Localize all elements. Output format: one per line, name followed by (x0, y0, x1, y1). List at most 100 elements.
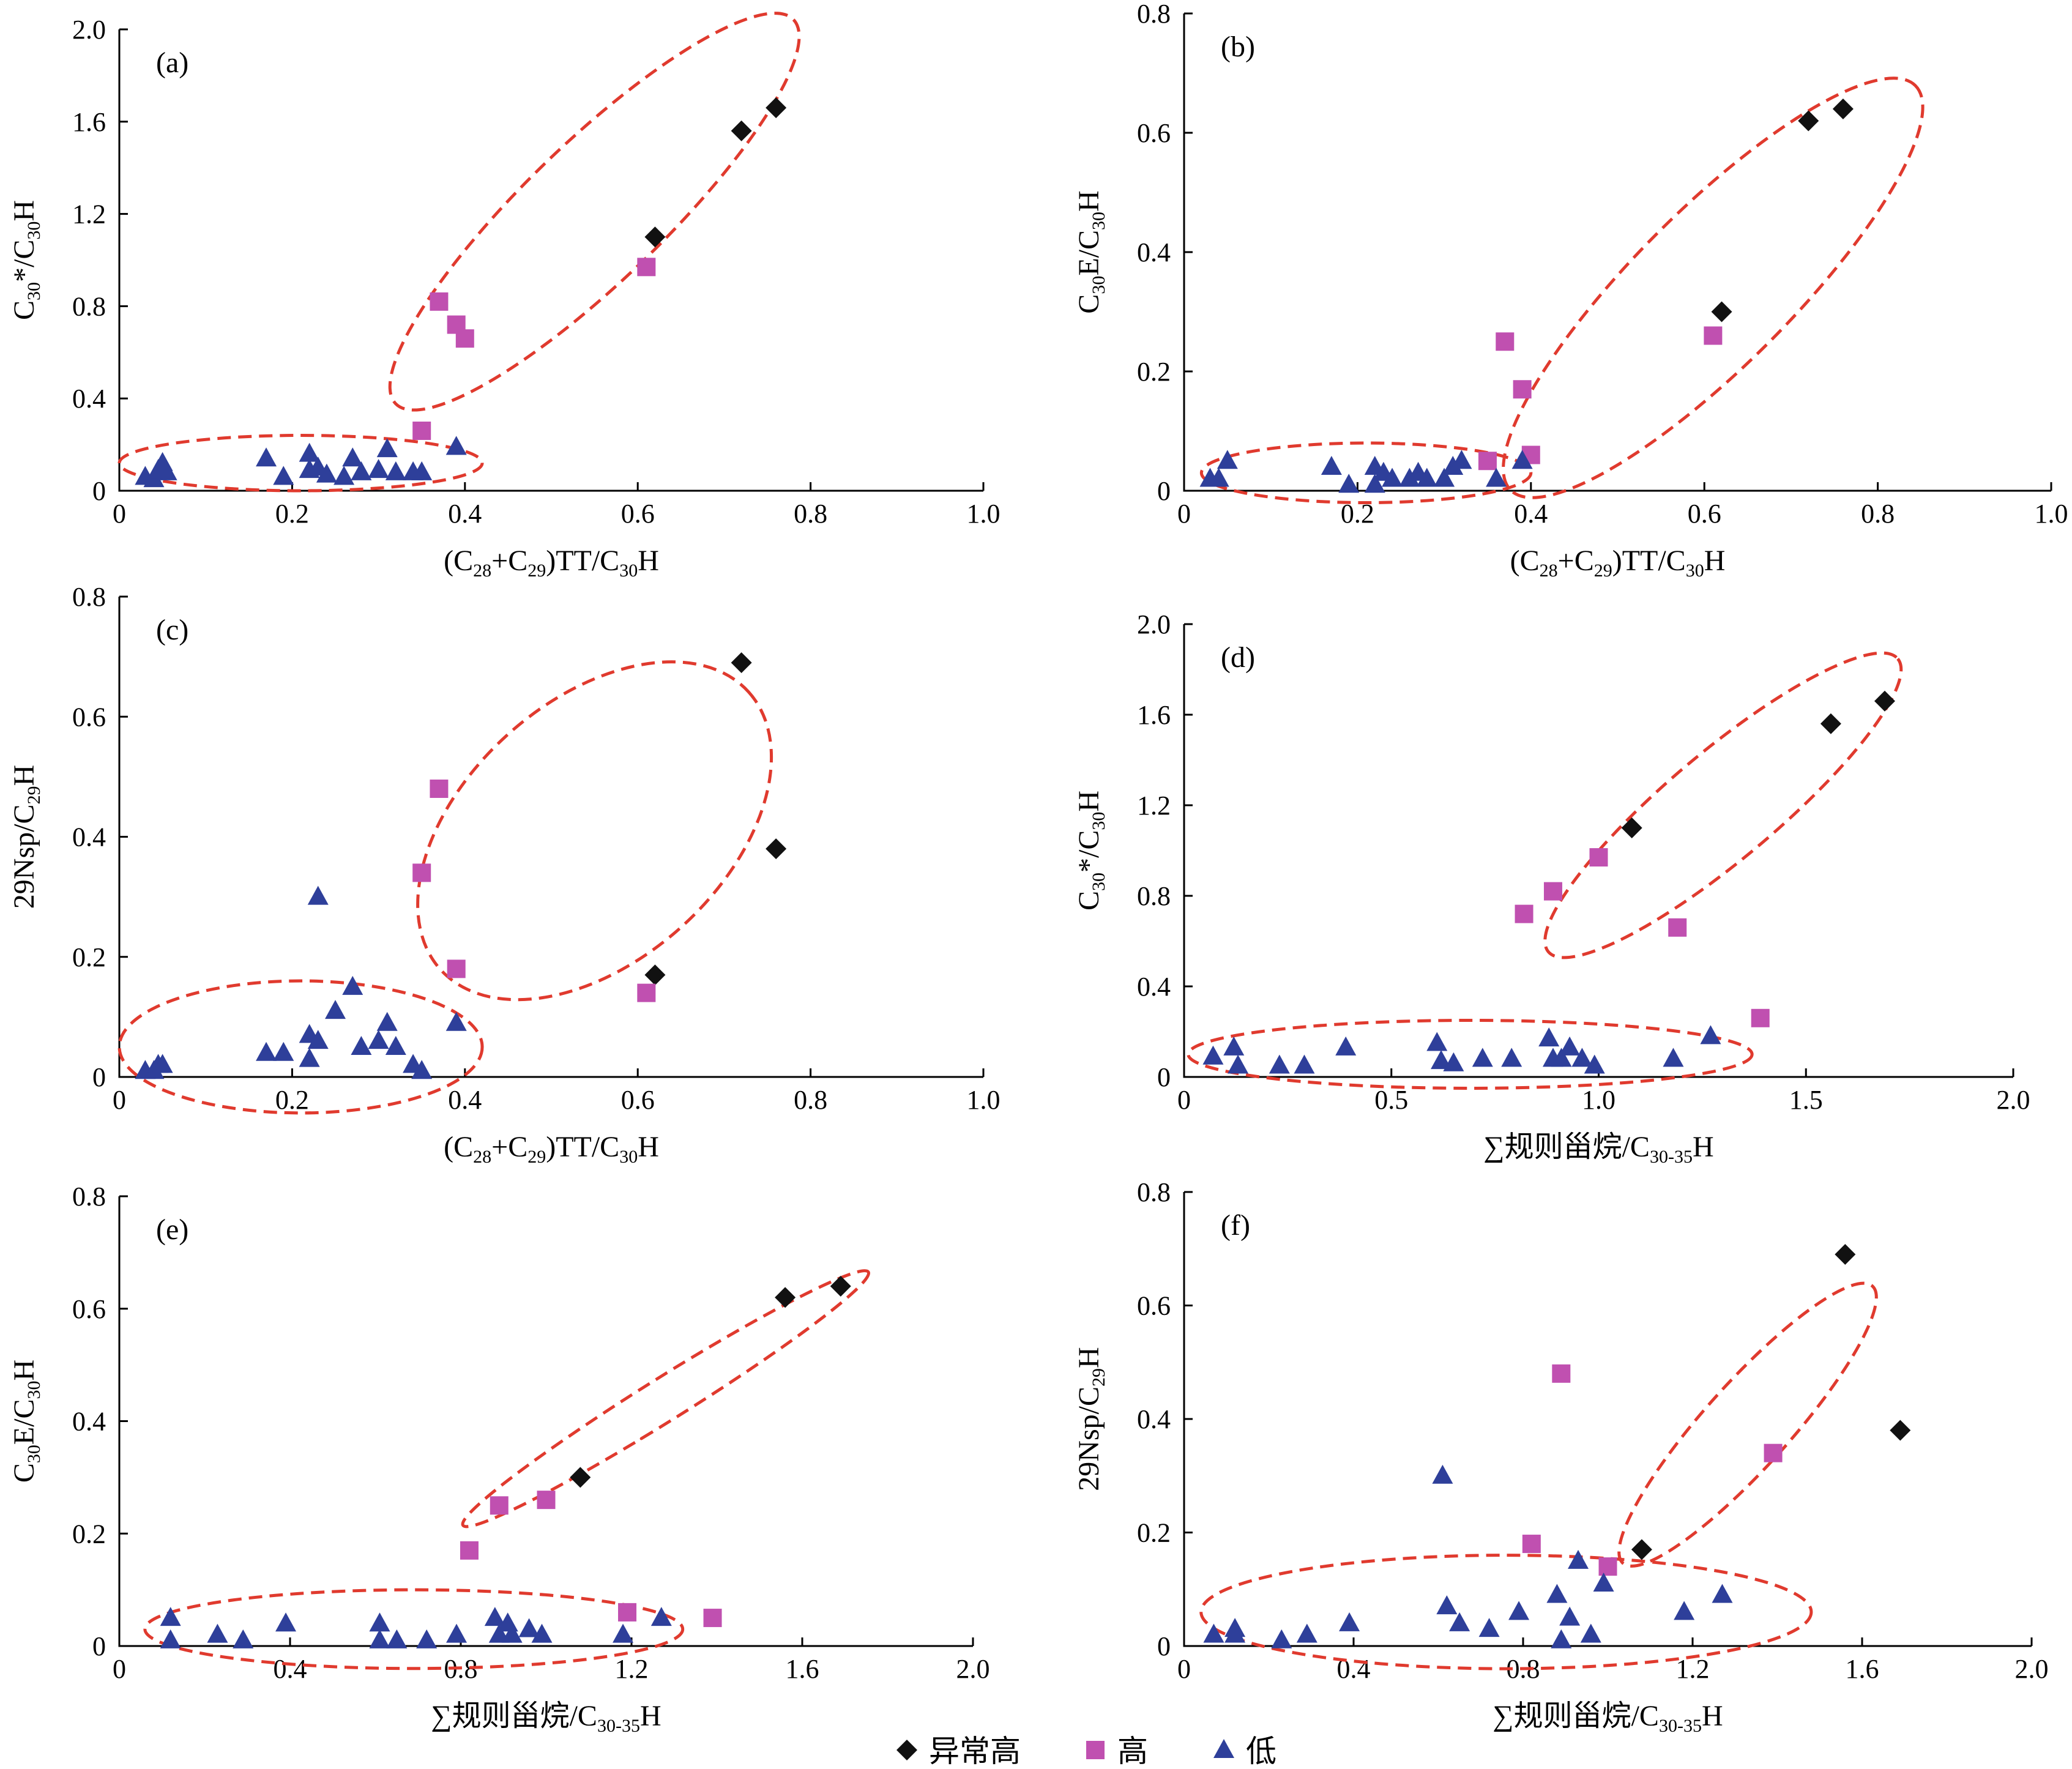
data-point-low (1593, 1572, 1614, 1592)
legend-label: 高 (1117, 1734, 1148, 1768)
x-tick-label: 0.4 (1514, 499, 1548, 529)
group-ellipse (1199, 1554, 1813, 1670)
data-point-high (430, 780, 449, 798)
group-ellipse (1199, 441, 1533, 504)
x-tick-label: 2.0 (2015, 1654, 2049, 1684)
y-tick-label: 0.4 (72, 1407, 106, 1437)
data-point-low (1559, 1036, 1581, 1056)
data-point-low (1335, 1036, 1357, 1056)
x-tick-label: 0.6 (621, 1085, 655, 1115)
data-point-low (1434, 467, 1455, 487)
data-point-high (430, 292, 449, 311)
data-point-low (307, 885, 329, 905)
y-tick-label: 2.0 (72, 15, 106, 45)
x-tick-label: 2.0 (1997, 1085, 2030, 1115)
data-point-low (1559, 1606, 1581, 1626)
data-point-very-high (644, 226, 666, 248)
data-point-low (650, 1607, 672, 1626)
data-point-low (1321, 456, 1342, 475)
group-ellipse (1617, 1281, 1878, 1568)
y-tick-label: 0 (1157, 1062, 1171, 1092)
axes (1183, 1192, 2032, 1647)
data-point-low (1399, 467, 1420, 487)
y-tick-label: 0.6 (1137, 118, 1171, 148)
y-tick-label: 0.8 (1137, 1177, 1171, 1207)
x-axis-label: (C28+C29)TT/C30H (1510, 545, 1726, 581)
chart-panel-f: 0 0.4 0.8 1.2 1.6 2.000.20.40.60.8(f)∑规则甾烷/C3… (1073, 1177, 2049, 1736)
data-point-low (1571, 1048, 1593, 1067)
data-point-low (385, 1035, 406, 1055)
data-point-low (1432, 1464, 1453, 1484)
y-tick-label: 0.4 (72, 822, 106, 852)
x-axis-label: ∑规则甾烷/C30-35H (1483, 1131, 1713, 1167)
x-tick-label: 1.5 (1789, 1085, 1823, 1115)
x-tick-label: 2.0 (956, 1654, 990, 1684)
data-point-low (156, 461, 177, 480)
x-axis-label: ∑规则甾烷/C30-35H (431, 1700, 661, 1736)
y-tick-label: 0 (92, 476, 106, 506)
panel-label: (e) (156, 1213, 188, 1246)
data-point-low (368, 459, 389, 479)
data-point-high (637, 983, 656, 1002)
data-point-low (369, 1629, 390, 1648)
y-tick-label: 0.2 (1137, 357, 1171, 387)
data-point-low (256, 447, 277, 467)
data-point-very-high (570, 1467, 591, 1488)
data-point-very-high (830, 1276, 851, 1297)
data-point-low (275, 1612, 297, 1632)
data-point-high (1513, 380, 1532, 399)
data-point-very-high (1798, 110, 1819, 132)
x-tick-label: 0.8 (1861, 499, 1895, 529)
group-ellipse (1187, 1019, 1754, 1090)
data-point-low (1436, 1595, 1458, 1615)
x-tick-label: 0 (1177, 499, 1191, 529)
data-point-low (1449, 1612, 1470, 1631)
group-ellipse (388, 12, 801, 412)
legend-label: 低 (1246, 1734, 1276, 1768)
y-tick-label: 0 (1157, 476, 1171, 506)
data-point-high (1515, 904, 1534, 923)
y-tick-label: 1.6 (1137, 700, 1171, 730)
data-point-low (299, 442, 320, 462)
data-point-high (1704, 326, 1723, 345)
x-tick-label: 0.5 (1374, 1085, 1408, 1115)
y-tick-label: 0.4 (1137, 1404, 1171, 1434)
y-tick-label: 0.6 (72, 1294, 106, 1324)
data-point-low (1443, 1052, 1464, 1071)
data-point-high (1552, 1364, 1571, 1383)
data-point-low (256, 1041, 277, 1061)
y-tick-label: 1.6 (72, 107, 106, 137)
data-point-low (1663, 1048, 1684, 1067)
group-ellipse (416, 660, 773, 1002)
data-point-high (1764, 1443, 1783, 1462)
x-tick-label: 0.8 (794, 1085, 827, 1115)
data-point-very-high (1621, 817, 1642, 838)
data-point-very-high (731, 652, 752, 673)
data-point-low (1269, 1054, 1290, 1074)
x-tick-label: 1.0 (1582, 1085, 1615, 1115)
data-point-high (412, 421, 431, 440)
y-tick-label: 2.0 (1137, 609, 1171, 639)
data-point-low (1208, 467, 1229, 487)
data-point-low (445, 436, 467, 455)
y-axis-label: 29Nsp/C29H (8, 765, 44, 909)
group-ellipse (117, 979, 484, 1115)
data-point-low (1511, 450, 1533, 469)
data-point-low (351, 1035, 372, 1055)
data-point-low (1584, 1054, 1605, 1074)
legend-marker-very-high (896, 1740, 917, 1760)
data-point-low (501, 1623, 523, 1643)
chart-panel-c: 0 0.2 0.4 0.6 0.8 1.0 0 0.2 0.4 0.6 0.8 (c) (C28+C29… (8, 582, 1001, 1167)
x-tick-label: 0.6 (1688, 499, 1721, 529)
data-point-very-high (766, 97, 787, 119)
data-point-high (1598, 1557, 1617, 1576)
data-point-high (1668, 918, 1687, 937)
y-tick-label: 0.8 (1137, 881, 1171, 911)
y-tick-label: 1.2 (1137, 791, 1171, 821)
data-point-low (613, 1623, 634, 1643)
data-point-high (1522, 1535, 1541, 1554)
y-tick-label: 0.4 (1137, 237, 1171, 267)
data-point-low (1508, 1601, 1530, 1620)
x-tick-label: 0 (113, 1654, 126, 1684)
data-point-low (1228, 1054, 1249, 1074)
